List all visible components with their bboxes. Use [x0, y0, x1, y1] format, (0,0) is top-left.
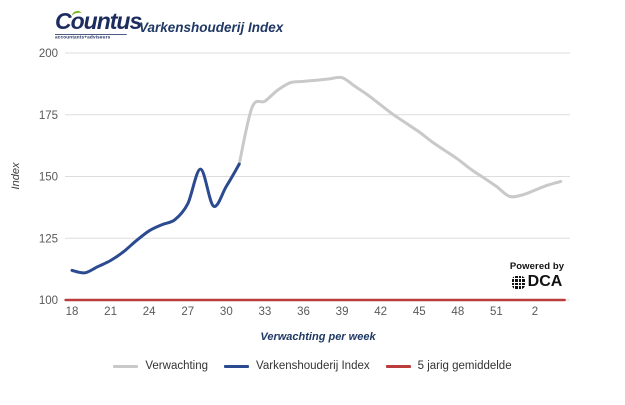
chart-legend: Verwachting Varkenshouderij Index 5 jari…: [0, 360, 625, 372]
y-tick-label-150: 150: [39, 172, 58, 184]
legend-item-verwachting: Verwachting: [113, 360, 208, 372]
legend-swatch-verwachting: [113, 364, 139, 368]
y-tick-label-125: 125: [39, 233, 58, 245]
countus-logo: Countus accountants+adviseurs: [55, 10, 142, 42]
x-tick-label-18: 18: [66, 306, 79, 318]
dca-logo: DCA: [505, 273, 569, 291]
y-tick-label-100: 100: [39, 295, 58, 307]
x-tick-label-51: 51: [490, 306, 503, 318]
x-tick-label-27: 27: [181, 306, 194, 318]
x-axis-title: Verwachting per week: [260, 331, 376, 343]
x-tick-label-30: 30: [220, 306, 233, 318]
x-tick-label-48: 48: [451, 306, 464, 318]
y-axis-title: Index: [10, 162, 22, 190]
x-tick-label-21: 21: [104, 306, 117, 318]
y-tick-label-200: 200: [39, 48, 58, 60]
x-tick-label-42: 42: [374, 306, 387, 318]
verwachting-line: [237, 75, 563, 199]
legend-swatch-varkenshouderij-index: [224, 364, 250, 368]
logo-brand-text: Countus: [55, 8, 142, 34]
x-tick-label-45: 45: [413, 306, 426, 318]
page-title: Varkenshouderij Index: [139, 19, 284, 35]
legend-item-5-jarig-gemiddelde: 5 jarig gemiddelde: [385, 360, 512, 372]
y-tick-label-175: 175: [39, 110, 58, 122]
legend-label-varkenshouderij-index: Varkenshouderij Index: [256, 360, 370, 372]
legend-swatch-5-jarig-gemiddelde: [385, 364, 411, 368]
legend-label-5-jarig-gemiddelde: 5 jarig gemiddelde: [417, 360, 512, 372]
legend-label-verwachting: Verwachting: [145, 360, 209, 372]
powered-by-badge: Powered by DCA: [505, 261, 569, 293]
x-tick-label-39: 39: [336, 306, 349, 318]
varkenshouderij-index-line: [70, 162, 241, 275]
x-tick-label-24: 24: [143, 306, 156, 318]
x-tick-label-33: 33: [259, 306, 272, 318]
header: Countus accountants+adviseurs Varkenshou…: [55, 10, 283, 42]
dca-grid-icon: [511, 275, 525, 289]
x-tick-label-36: 36: [297, 306, 310, 318]
legend-item-varkenshouderij-index: Varkenshouderij Index: [224, 360, 370, 372]
powered-by-text: Powered by: [509, 261, 565, 272]
x-tick-label-2: 2: [532, 306, 538, 318]
dca-brand-text: DCA: [527, 273, 563, 290]
logo-tagline: accountants+adviseurs: [55, 34, 127, 40]
